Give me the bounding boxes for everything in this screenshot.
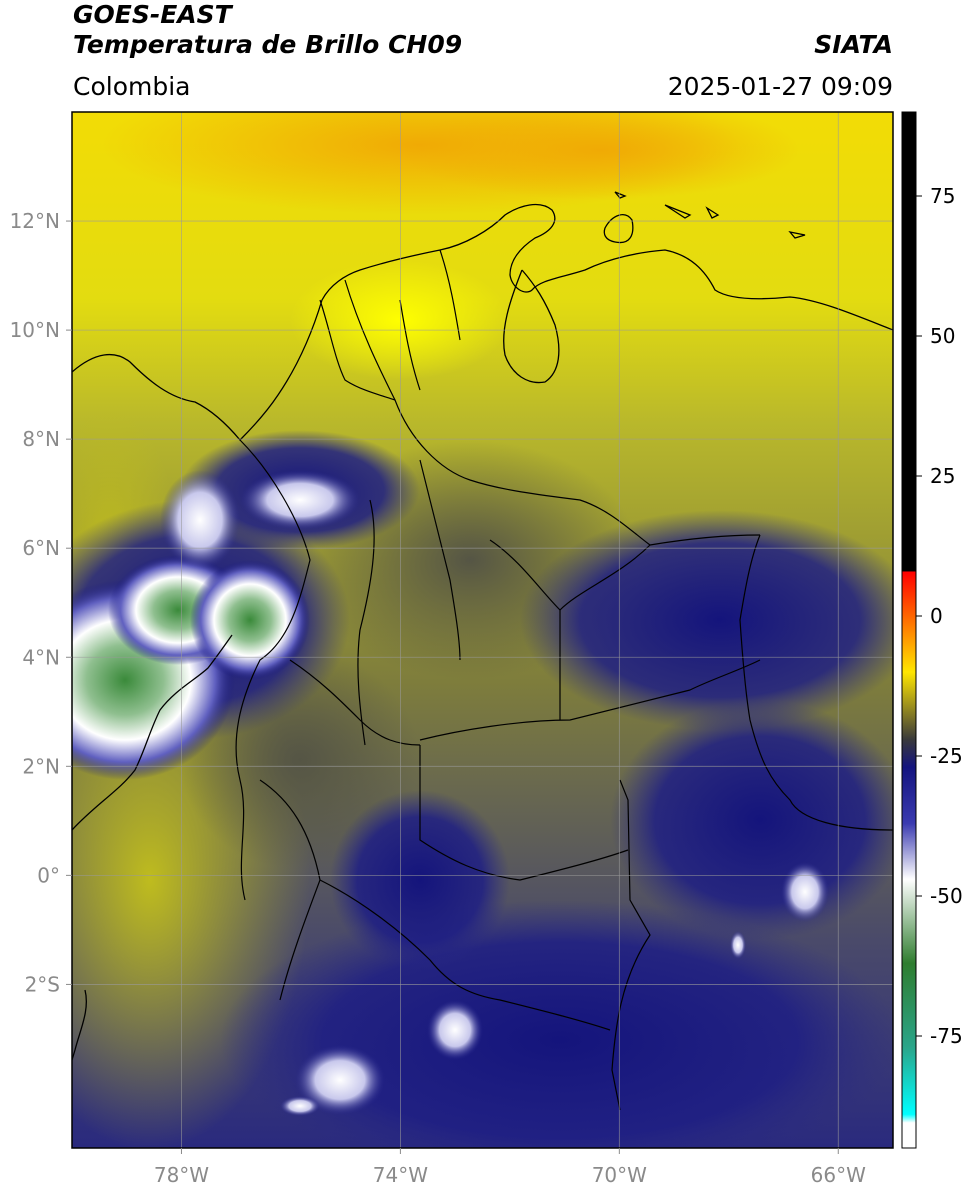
region-label: Colombia [73, 72, 191, 101]
longitude-tick-label: 66°W [811, 1163, 866, 1187]
colorbar-tick-label: 25 [930, 464, 955, 488]
colorbar-tick-label: 75 [930, 184, 955, 208]
colorbar-scale [901, 111, 917, 1149]
institution-label: SIATA [814, 30, 893, 59]
satellite-title: GOES-EAST [73, 0, 232, 29]
brightness-temperature-field [72, 112, 893, 1148]
longitude-tick-label: 74°W [373, 1163, 428, 1187]
latitude-tick-label: 12°N [10, 209, 60, 233]
latitude-tick-label: 2°N [22, 754, 60, 778]
map-frame [71, 111, 894, 1149]
product-title: Temperatura de Brillo CH09 [73, 30, 463, 59]
map-gridlines [72, 112, 893, 1148]
longitude-axis: 78°W 74°W 70°W 66°W [154, 1148, 866, 1187]
latitude-tick-label: 4°N [22, 645, 60, 669]
latitude-tick-label: 6°N [22, 536, 60, 560]
longitude-tick-label: 70°W [592, 1163, 647, 1187]
colorbar: 75 50 25 0 -25 -50 -75 [901, 111, 963, 1149]
latitude-tick-label: 8°N [22, 427, 60, 451]
colorbar-tick-label: 50 [930, 324, 955, 348]
latitude-tick-label: 2°S [25, 972, 60, 996]
colorbar-tick-label: -75 [930, 1024, 963, 1048]
colorbar-tick-label: -50 [930, 884, 963, 908]
latitude-tick-label: 0° [37, 863, 60, 887]
colorbar-tick-label: -25 [930, 744, 963, 768]
department-borders [235, 249, 893, 1111]
colorbar-tick-label: 0 [930, 604, 943, 628]
longitude-tick-label: 78°W [154, 1163, 209, 1187]
datetime-label: 2025-01-27 09:09 [667, 72, 893, 101]
latitude-tick-label: 10°N [10, 318, 60, 342]
latitude-axis: 12°N 10°N 8°N 6°N 4°N 2°N 0° 2°S [10, 209, 72, 996]
